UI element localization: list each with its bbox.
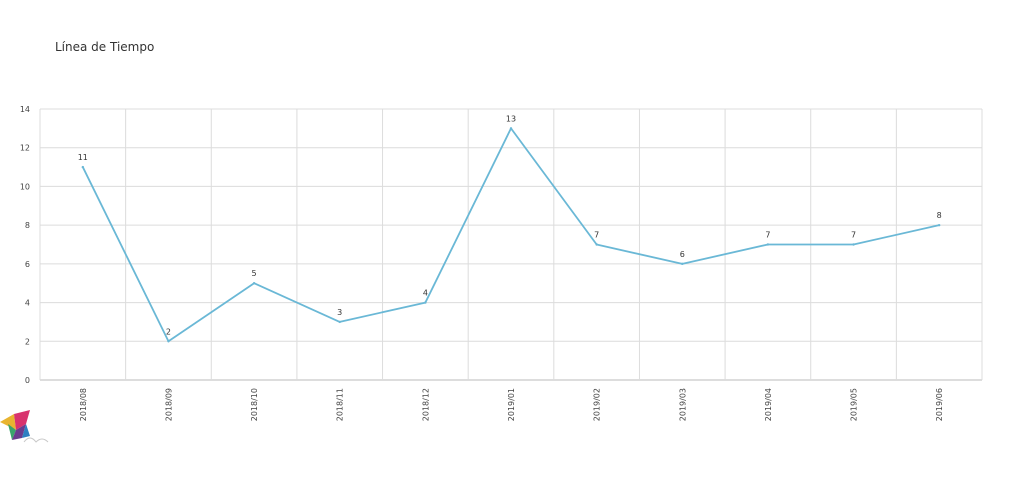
data-label: 4 xyxy=(423,289,428,298)
data-point xyxy=(681,262,684,266)
x-tick-label: 2019/01 xyxy=(507,388,516,421)
x-tick-label: 2018/12 xyxy=(421,388,430,421)
data-label: 6 xyxy=(680,250,685,259)
data-point xyxy=(167,340,170,343)
y-tick-label: 2 xyxy=(25,337,30,346)
data-point xyxy=(509,127,513,130)
y-tick-label: 10 xyxy=(20,182,30,191)
x-tick-label: 2019/05 xyxy=(850,388,859,421)
data-label: 7 xyxy=(765,231,770,240)
data-point xyxy=(595,243,598,246)
data-point xyxy=(81,165,85,169)
brand-logo-icon xyxy=(0,410,49,443)
y-tick-label: 4 xyxy=(25,299,30,308)
x-tick-label: 2018/09 xyxy=(164,388,173,421)
data-label: 3 xyxy=(337,308,342,317)
data-label: 2 xyxy=(166,327,171,336)
data-point xyxy=(852,243,855,246)
data-label: 7 xyxy=(594,231,599,240)
y-tick-label: 14 xyxy=(20,105,30,114)
x-tick-label: 2019/03 xyxy=(678,388,687,421)
gridlines xyxy=(39,108,983,381)
data-label: 7 xyxy=(851,231,856,240)
data-label: 5 xyxy=(252,269,257,278)
data-labels: 11 2 5 3 4 13 7 6 7 7 8 xyxy=(78,114,942,336)
chart-title: Línea de Tiempo xyxy=(55,40,155,54)
data-point xyxy=(424,301,427,304)
x-tick-label: 2019/02 xyxy=(593,388,602,421)
data-point xyxy=(252,282,256,285)
x-tick-label: 2018/11 xyxy=(336,388,345,421)
y-tick-label: 12 xyxy=(20,144,30,153)
data-label: 13 xyxy=(506,114,516,123)
x-tick-label: 2019/06 xyxy=(935,388,944,421)
data-point xyxy=(937,223,941,227)
x-tick-label: 2019/04 xyxy=(764,388,773,421)
data-point xyxy=(766,243,770,246)
x-axis-ticks: 2018/08 2018/09 2018/10 2018/11 2018/12 2019/… xyxy=(79,388,944,421)
y-tick-label: 0 xyxy=(25,376,30,385)
y-axis-ticks: 0 2 4 6 8 10 12 14 xyxy=(20,105,30,385)
data-label: 8 xyxy=(937,211,942,220)
data-label: 11 xyxy=(78,153,88,162)
x-tick-label: 2018/08 xyxy=(79,388,88,421)
data-point xyxy=(338,320,341,324)
series-group xyxy=(81,127,941,343)
x-tick-label: 2018/10 xyxy=(250,388,259,421)
y-tick-label: 6 xyxy=(25,260,30,269)
y-tick-label: 8 xyxy=(25,221,30,230)
